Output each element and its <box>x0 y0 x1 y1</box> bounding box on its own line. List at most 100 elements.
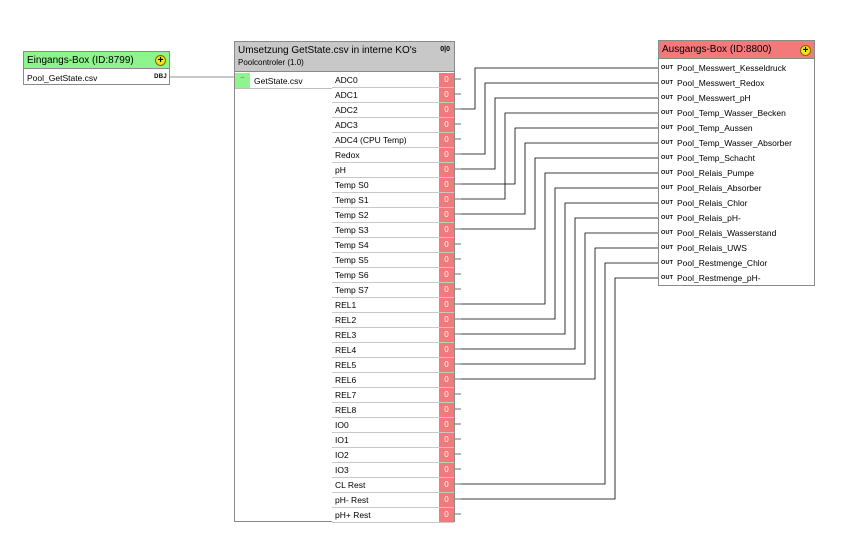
output-box-row[interactable]: OUT Pool_Restmenge_pH- <box>659 271 814 286</box>
output-box-row[interactable]: OUT Pool_Restmenge_Chlor <box>659 256 814 271</box>
module-output-row[interactable]: Temp S6 0 <box>332 268 454 283</box>
module-status-icon: 0|0 <box>440 46 450 53</box>
module-output-row[interactable]: Temp S7 0 <box>332 283 454 298</box>
output-tag: OUT <box>661 140 674 146</box>
module-output-label: ADC3 <box>335 120 358 130</box>
module-output-row[interactable]: IO2 0 <box>332 448 454 463</box>
module-output-row[interactable]: ADC2 0 <box>332 103 454 118</box>
module-output-label: IO1 <box>335 435 349 445</box>
connection-wire <box>461 202 658 335</box>
module-output-label: REL8 <box>335 405 357 415</box>
module-output-row[interactable]: REL1 0 <box>332 298 454 313</box>
add-icon[interactable]: + <box>155 55 166 66</box>
module-output-row[interactable]: Temp S5 0 <box>332 253 454 268</box>
input-box-header[interactable]: Eingangs-Box (ID:8799) + <box>24 52 169 69</box>
output-box-row[interactable]: OUT Pool_Relais_Pumpe <box>659 166 814 181</box>
module-output-label: REL2 <box>335 315 357 325</box>
module-input-row[interactable]: ... GetState.csv <box>235 73 333 89</box>
input-box-row[interactable]: Pool_GetState.csv DBJ <box>24 70 169 85</box>
module-output-row[interactable]: pH+ Rest 0 <box>332 508 454 523</box>
module-header[interactable]: Umsetzung GetState.csv in interne KO's P… <box>235 42 454 72</box>
module-output-row[interactable]: REL5 0 <box>332 358 454 373</box>
module-output-value: 0 <box>439 448 454 462</box>
module-output-label: REL1 <box>335 300 357 310</box>
module-output-row[interactable]: CL Rest 0 <box>332 478 454 493</box>
module-output-value: 0 <box>439 403 454 417</box>
module-output-label: Redox <box>335 150 360 160</box>
output-tag: OUT <box>661 170 674 176</box>
module-output-value: 0 <box>439 328 454 342</box>
output-box-row-label: Pool_Temp_Aussen <box>677 123 753 133</box>
output-box-row[interactable]: OUT Pool_Relais_Chlor <box>659 196 814 211</box>
module-output-row[interactable]: Redox 0 <box>332 148 454 163</box>
output-box[interactable]: Ausgangs-Box (ID:8800) + OUT Pool_Messwer… <box>658 40 815 286</box>
output-box-row[interactable]: OUT Pool_Temp_Wasser_Absorber <box>659 136 814 151</box>
module-output-row[interactable]: REL8 0 <box>332 403 454 418</box>
module-output-label: ADC2 <box>335 105 358 115</box>
input-box-row-label: Pool_GetState.csv <box>27 73 98 83</box>
module-output-label: REL5 <box>335 360 357 370</box>
module-output-row[interactable]: Temp S0 0 <box>332 178 454 193</box>
input-box[interactable]: Eingangs-Box (ID:8799) + Pool_GetState.c… <box>23 51 170 85</box>
output-box-row[interactable]: OUT Pool_Temp_Schacht <box>659 151 814 166</box>
output-box-row-label: Pool_Messwert_pH <box>677 93 751 103</box>
output-box-row[interactable]: OUT Pool_Relais_Wasserstand <box>659 226 814 241</box>
module-output-row[interactable]: pH- Rest 0 <box>332 493 454 508</box>
module-output-row[interactable]: IO1 0 <box>332 433 454 448</box>
module-output-value: 0 <box>439 118 454 132</box>
module-output-value: 0 <box>439 358 454 372</box>
module-output-value: 0 <box>439 223 454 237</box>
output-box-row[interactable]: OUT Pool_Temp_Aussen <box>659 121 814 136</box>
module-output-row[interactable]: Temp S3 0 <box>332 223 454 238</box>
module-output-label: ADC1 <box>335 90 358 100</box>
module-output-row[interactable]: REL6 0 <box>332 373 454 388</box>
output-box-row-label: Pool_Relais_pH- <box>677 213 741 223</box>
output-box-row[interactable]: OUT Pool_Messwert_Kesseldruck <box>659 61 814 76</box>
module-output-label: REL4 <box>335 345 357 355</box>
module-output-label: Temp S6 <box>335 270 369 280</box>
module-output-value: 0 <box>439 463 454 477</box>
module-output-row[interactable]: Temp S2 0 <box>332 208 454 223</box>
module-output-row[interactable]: ADC4 (CPU Temp) 0 <box>332 133 454 148</box>
output-tag: OUT <box>661 125 674 131</box>
module-output-label: pH+ Rest <box>335 510 371 520</box>
module-output-row[interactable]: REL7 0 <box>332 388 454 403</box>
add-icon[interactable]: + <box>800 45 811 56</box>
module-output-value: 0 <box>439 493 454 507</box>
output-box-row[interactable]: OUT Pool_Relais_UWS <box>659 241 814 256</box>
module-output-row[interactable]: Temp S1 0 <box>332 193 454 208</box>
module-box[interactable]: Umsetzung GetState.csv in interne KO's P… <box>234 41 455 523</box>
module-output-row[interactable]: ADC0 0 <box>332 73 454 88</box>
module-input-tag: ... <box>235 73 250 88</box>
module-output-value: 0 <box>439 343 454 357</box>
module-output-row[interactable]: REL3 0 <box>332 328 454 343</box>
connection-wire <box>461 247 658 380</box>
module-output-row[interactable]: IO0 0 <box>332 418 454 433</box>
module-output-row[interactable]: REL4 0 <box>332 343 454 358</box>
output-box-row-label: Pool_Temp_Schacht <box>677 153 755 163</box>
connection-wire <box>461 172 658 305</box>
module-output-row[interactable]: IO3 0 <box>332 463 454 478</box>
module-output-row[interactable]: ADC3 0 <box>332 118 454 133</box>
output-box-row[interactable]: OUT Pool_Relais_pH- <box>659 211 814 226</box>
output-box-list: OUT Pool_Messwert_Kesseldruck OUT Pool_Mess… <box>659 61 814 286</box>
output-tag: OUT <box>661 230 674 236</box>
output-box-header[interactable]: Ausgangs-Box (ID:8800) + <box>659 41 814 59</box>
module-output-label: Temp S5 <box>335 255 369 265</box>
output-box-row-label: Pool_Messwert_Kesseldruck <box>677 63 787 73</box>
module-output-value: 0 <box>439 208 454 222</box>
module-output-row[interactable]: Temp S4 0 <box>332 238 454 253</box>
output-box-row[interactable]: OUT Pool_Relais_Absorber <box>659 181 814 196</box>
module-output-value: 0 <box>439 253 454 267</box>
connection-wire <box>461 277 658 500</box>
module-output-row[interactable]: ADC1 0 <box>332 88 454 103</box>
output-box-row-label: Pool_Messwert_Redox <box>677 78 765 88</box>
module-output-row[interactable]: pH 0 <box>332 163 454 178</box>
output-box-row-label: Pool_Restmenge_pH- <box>677 273 761 283</box>
output-box-row-label: Pool_Relais_Absorber <box>677 183 762 193</box>
output-box-row[interactable]: OUT Pool_Messwert_Redox <box>659 76 814 91</box>
output-box-row[interactable]: OUT Pool_Temp_Wasser_Becken <box>659 106 814 121</box>
output-box-row[interactable]: OUT Pool_Messwert_pH <box>659 91 814 106</box>
module-output-row[interactable]: REL2 0 <box>332 313 454 328</box>
